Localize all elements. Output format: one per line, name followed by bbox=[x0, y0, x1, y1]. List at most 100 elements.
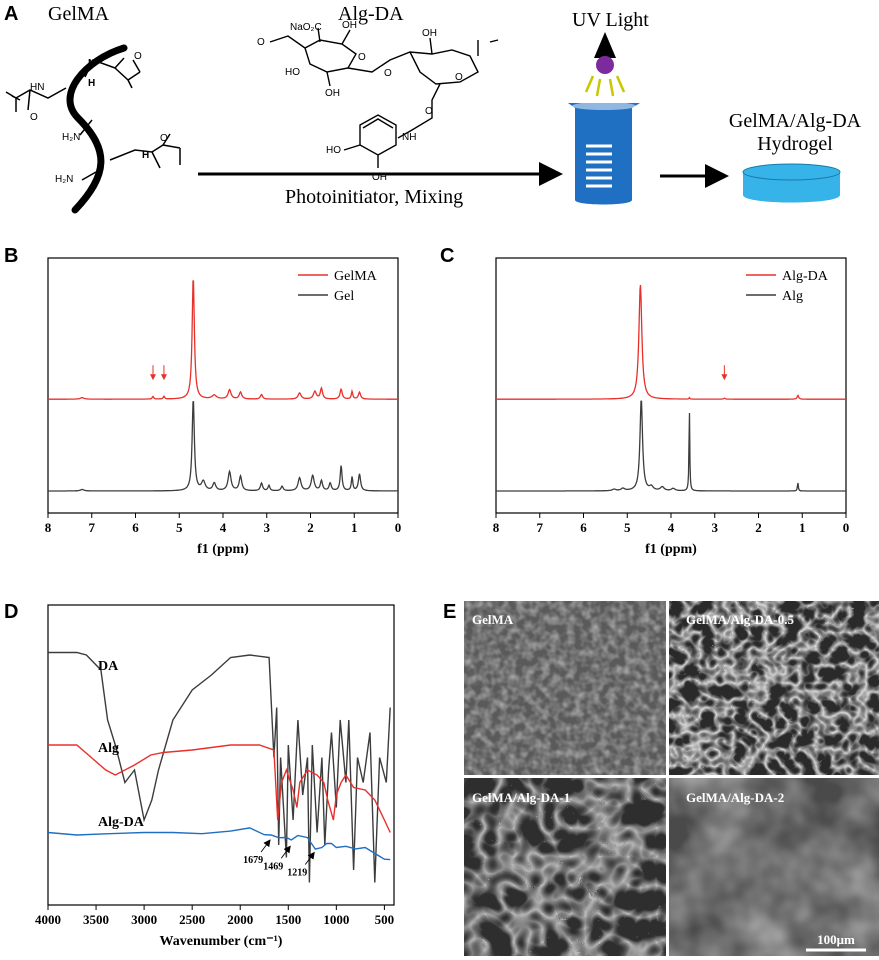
peak-marker-head-0 bbox=[150, 374, 156, 381]
nmr-chart-c: 8 7 6 5 4 3 2 1 0 f1 (ppm) Alg-DA Alg bbox=[493, 257, 850, 557]
x-tick-label-6: 1000 bbox=[323, 912, 349, 927]
atom-nao2c: NaO₂C bbox=[290, 22, 322, 33]
x-tick-label-2: 6 bbox=[132, 520, 139, 535]
series-label-2: Alg-DA bbox=[98, 815, 145, 830]
x-tick-label-4: 2000 bbox=[227, 912, 253, 927]
ftir-chart-d: 4000 3500 3000 2500 2000 1500 1000 500 Wavenumbe… bbox=[35, 604, 395, 949]
series-label-0: DA bbox=[98, 659, 119, 674]
legend-label-0: GelMA bbox=[334, 269, 378, 284]
annotation-label-2: 1219 bbox=[287, 868, 307, 879]
x-tick-label-0: 4000 bbox=[35, 912, 61, 927]
legend-label-0: Alg-DA bbox=[782, 269, 829, 284]
sem-image-gelma: GelMA bbox=[464, 601, 666, 775]
product-label-1: GelMA/Alg-DA bbox=[729, 110, 862, 132]
atom-o-1: O bbox=[160, 133, 168, 144]
gelma-structure bbox=[5, 44, 181, 214]
annotation-label-0: 1679 bbox=[243, 855, 263, 866]
uv-lamp-icon bbox=[584, 32, 626, 97]
panel-letter-c: C bbox=[440, 245, 454, 267]
sem-image-gelma-algda-05: GelMA/Alg-DA-0.5 bbox=[669, 601, 879, 775]
panel-letter-b: B bbox=[4, 245, 18, 267]
panel-letter-a: A bbox=[4, 3, 18, 25]
series-line-alg-da bbox=[47, 827, 391, 861]
panel-d: D 4000 3500 3000 2500 2000 1500 1000 500 Wavenum… bbox=[4, 601, 395, 949]
beaker-icon bbox=[568, 102, 640, 205]
x-tick-label-4: 4 bbox=[668, 520, 675, 535]
panel-letter-e: E bbox=[443, 601, 456, 623]
x-tick-label-0: 8 bbox=[45, 520, 52, 535]
sem-label-3: GelMA/Alg-DA-1 bbox=[472, 790, 570, 805]
series-line-alg bbox=[496, 400, 846, 492]
annotation-arrow-0 bbox=[260, 839, 271, 853]
gelma-label: GelMA bbox=[48, 3, 110, 25]
gelma-atoms: HN N H H₂N H₂N H O O O bbox=[30, 51, 168, 185]
algda-label: Alg-DA bbox=[338, 3, 404, 25]
x-tick-label-3: 2500 bbox=[179, 912, 205, 927]
atom-o-amide: O bbox=[425, 106, 433, 117]
legend-label-1: Alg bbox=[782, 289, 803, 304]
atom-h: H bbox=[88, 78, 95, 89]
legend-label-1: Gel bbox=[334, 289, 354, 304]
x-axis-label: Wavenumber (cm⁻¹) bbox=[160, 934, 283, 949]
sem-image-gelma-algda-1: GelMA/Alg-DA-1 bbox=[464, 778, 666, 956]
atom-o-2: O bbox=[134, 51, 142, 62]
atom-nh-da: NH bbox=[402, 132, 416, 143]
x-axis-label: f1 (ppm) bbox=[197, 542, 249, 557]
algda-atoms: O NaO₂C OH HO OH O O OH O O NH HO OH bbox=[257, 20, 463, 183]
x-tick-label-8: 0 bbox=[843, 520, 850, 535]
x-tick-label-0: 8 bbox=[493, 520, 500, 535]
x-tick-label-8: 0 bbox=[395, 520, 402, 535]
sem-label-4: GelMA/Alg-DA-2 bbox=[686, 790, 784, 805]
scale-bar-label: 100μm bbox=[817, 932, 855, 947]
x-tick-label-6: 2 bbox=[307, 520, 314, 535]
annotation-label-1: 1469 bbox=[263, 861, 283, 872]
x-tick-label-5: 3 bbox=[712, 520, 719, 535]
atom-hn: HN bbox=[30, 82, 44, 93]
peak-marker-head-0 bbox=[721, 374, 728, 381]
x-tick-label-2: 3000 bbox=[131, 912, 157, 927]
annotation-arrow-2 bbox=[304, 851, 315, 865]
panel-e: E GelMA GelMA/Alg-DA-0.5 GelMA/Alg-DA-1 … bbox=[443, 601, 879, 956]
series-line-gelma bbox=[48, 280, 398, 400]
sem-image-gelma-algda-2: GelMA/Alg-DA-2 100μm bbox=[669, 778, 879, 956]
product-label-2: Hydrogel bbox=[757, 133, 833, 155]
x-tick-label-1: 7 bbox=[89, 520, 96, 535]
atom-h-amide: H bbox=[142, 150, 149, 161]
atom-ho-catechol: HO bbox=[326, 145, 341, 156]
nmr-chart-b: 8 7 6 5 4 3 2 1 0 f1 (ppm) GelMA Gel bbox=[45, 257, 402, 557]
atom-oh-1: OH bbox=[342, 20, 357, 31]
x-tick-label-7: 1 bbox=[799, 520, 806, 535]
peak-marker-head-1 bbox=[160, 374, 167, 381]
series-line-da bbox=[48, 651, 391, 883]
x-axis-label: f1 (ppm) bbox=[645, 542, 697, 557]
x-tick-label-5: 1500 bbox=[275, 912, 301, 927]
panel-c: C 8 7 6 5 4 3 2 1 0 f1 (ppm) Alg-DA Alg bbox=[440, 245, 849, 557]
atom-ho-1: HO bbox=[285, 67, 300, 78]
atom-o-4: O bbox=[455, 72, 463, 83]
x-tick-label-5: 3 bbox=[264, 520, 271, 535]
x-tick-label-6: 2 bbox=[755, 520, 762, 535]
x-tick-label-3: 5 bbox=[176, 520, 183, 535]
uv-light-label: UV Light bbox=[572, 9, 649, 31]
plot-frame bbox=[47, 604, 395, 906]
atom-oh-2: OH bbox=[325, 88, 340, 99]
x-tick-label-4: 4 bbox=[220, 520, 227, 535]
atom-o-link: O bbox=[384, 68, 392, 79]
atom-oh-4: OH bbox=[422, 28, 437, 39]
x-tick-label-2: 6 bbox=[580, 520, 587, 535]
annotation-arrow-1 bbox=[280, 845, 291, 859]
series-line-gel bbox=[48, 401, 398, 492]
algda-structure bbox=[269, 27, 499, 168]
x-tick-label-1: 3500 bbox=[83, 912, 109, 927]
series-line-alg-da bbox=[496, 284, 846, 400]
atom-o-3: O bbox=[30, 112, 38, 123]
panel-letter-d: D bbox=[4, 601, 18, 623]
series-line-alg bbox=[48, 744, 391, 833]
atom-o-ring: O bbox=[358, 52, 366, 63]
atom-h2n-a: H₂N bbox=[62, 132, 80, 143]
x-tick-label-7: 500 bbox=[375, 912, 395, 927]
atom-o-methoxy: O bbox=[257, 37, 265, 48]
atom-n: N bbox=[88, 58, 95, 69]
panel-a: A GelMA Alg-DA HN N H H₂N H₂N H O O O bbox=[4, 3, 862, 214]
